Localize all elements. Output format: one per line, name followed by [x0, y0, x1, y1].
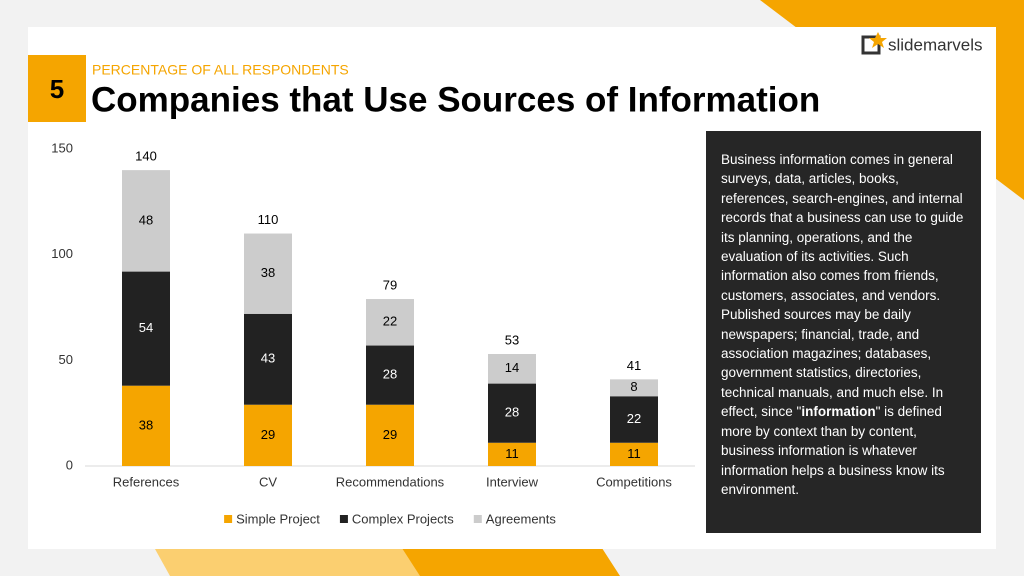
- logo-star: [869, 32, 887, 48]
- value-label: 28: [505, 405, 519, 420]
- subtitle: PERCENTAGE OF ALL RESPONDENTS: [92, 62, 349, 78]
- value-label: 38: [139, 417, 153, 432]
- x-tick-label: Competitions: [596, 474, 672, 489]
- value-label: 8: [630, 379, 637, 394]
- value-label: 14: [505, 360, 519, 375]
- bar-segment: [366, 345, 414, 405]
- legend-swatch: [339, 515, 348, 523]
- legend-label: Agreements: [486, 511, 557, 526]
- value-label: 22: [627, 411, 641, 426]
- bar-segment: [122, 170, 170, 272]
- value-label: 29: [383, 427, 397, 442]
- x-tick-label: Recommendations: [336, 474, 445, 489]
- total-label: 110: [258, 212, 279, 227]
- bar-segment: [244, 313, 292, 405]
- legend-label: Complex Projects: [352, 511, 454, 526]
- value-label: 38: [261, 265, 275, 280]
- value-label: 11: [505, 446, 519, 461]
- description: " is defined more by context than by con…: [721, 404, 945, 497]
- legend-swatch: [224, 515, 233, 523]
- total-label: 79: [383, 277, 397, 292]
- value-label: 54: [139, 320, 153, 335]
- y-tick-label: 0: [66, 457, 73, 472]
- y-tick-label: 50: [59, 352, 73, 367]
- bar-segment: [610, 396, 658, 443]
- description-bold: information: [801, 404, 876, 420]
- value-label: 11: [627, 446, 641, 461]
- x-tick-label: Interview: [486, 474, 539, 489]
- description-box: Business information comes in general su…: [706, 131, 981, 533]
- x-tick-label: References: [113, 474, 180, 489]
- bar-segment: [488, 442, 536, 466]
- bar-segment: [122, 271, 170, 386]
- total-label: 41: [627, 358, 641, 373]
- chart-title: Companies that Use Sources of Informatio…: [91, 80, 820, 119]
- y-tick-label: 150: [51, 140, 73, 155]
- value-label: 28: [383, 367, 397, 382]
- bar-segment: [122, 385, 170, 466]
- number-box: [28, 55, 86, 122]
- logo: slidemarvels: [888, 35, 982, 54]
- bar-segment: [488, 353, 536, 384]
- slide-number: 5: [50, 74, 64, 104]
- y-tick-label: 100: [51, 246, 73, 261]
- bar-segment: [488, 383, 536, 443]
- decor: [400, 545, 620, 576]
- bar-segment: [610, 442, 658, 466]
- bar-segment: [366, 404, 414, 466]
- legend-label: Simple Project: [236, 511, 320, 526]
- bar-segment: [244, 233, 292, 314]
- value-label: 43: [261, 351, 275, 366]
- description: Business information comes in general su…: [721, 152, 964, 420]
- total-label: 140: [135, 149, 157, 164]
- x-tick-label: CV: [259, 474, 277, 489]
- value-label: 48: [139, 212, 153, 227]
- value-label: 22: [383, 314, 397, 329]
- bar-segment: [244, 404, 292, 466]
- total-label: 53: [505, 332, 519, 347]
- bar-segment: [366, 299, 414, 346]
- value-label: 29: [261, 427, 275, 442]
- bar-segment: [610, 379, 658, 397]
- legend-swatch: [473, 515, 482, 523]
- logo-icon: [861, 35, 881, 55]
